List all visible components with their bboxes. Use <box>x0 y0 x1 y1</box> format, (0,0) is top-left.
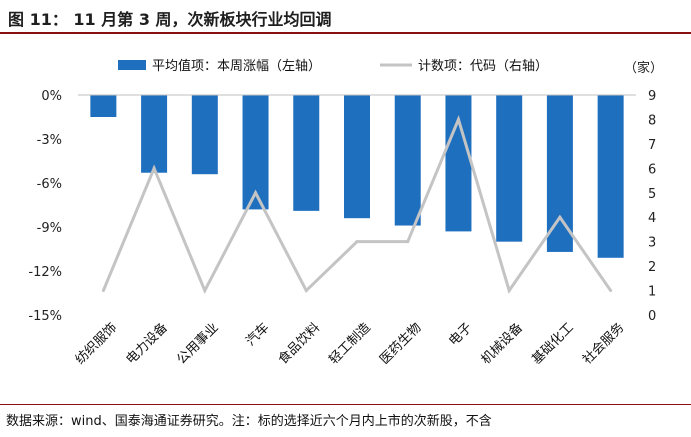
category-label: 纺织服饰 <box>73 320 120 367</box>
bar <box>191 95 218 175</box>
footnote: 数据来源：wind、国泰海通证券研究。注：标的选择近六个月内上市的次新股，不含 <box>6 414 492 429</box>
figure-title: 图 11： 11 月第 3 周，次新板块行业均回调 <box>8 10 332 29</box>
bar <box>496 95 523 242</box>
right-tick-label: 2 <box>648 260 656 275</box>
line-point <box>152 166 156 170</box>
bar <box>344 95 370 219</box>
right-tick-label: 7 <box>648 138 656 153</box>
line-point <box>355 240 359 244</box>
category-label: 食品饮料 <box>275 320 323 368</box>
line-point <box>101 289 105 293</box>
bar <box>90 95 117 117</box>
left-axis: 0% -3% -6% -9% -12% -15% <box>28 89 62 324</box>
bar <box>394 95 421 226</box>
category-label: 电子 <box>446 320 475 349</box>
category-label: 轻工制造 <box>326 320 373 367</box>
right-tick-label: 1 <box>648 285 656 300</box>
category-label: 基础化工 <box>529 320 576 367</box>
bar <box>445 95 472 232</box>
left-tick-label: -9% <box>37 221 62 236</box>
line-series <box>101 114 613 295</box>
left-tick-label: -15% <box>28 309 62 324</box>
legend-bar-label: 平均值项：本周涨幅（左轴） <box>152 58 321 74</box>
right-tick-label: 4 <box>648 211 656 226</box>
legend-bar-swatch <box>118 60 146 70</box>
right-tick-label: 5 <box>648 187 656 202</box>
category-label: 电力设备 <box>123 320 171 368</box>
left-tick-label: -12% <box>28 265 62 280</box>
line-point <box>456 117 460 121</box>
line-point <box>507 289 511 293</box>
legend: 平均值项：本周涨幅（左轴） 计数项：代码（右轴） <box>118 58 548 74</box>
category-label: 医药生物 <box>377 320 424 367</box>
category-label: 社会服务 <box>579 320 627 368</box>
bar-series <box>90 95 624 258</box>
line-point <box>203 289 207 293</box>
category-label: 汽车 <box>243 320 273 350</box>
right-axis-unit: （家） <box>624 60 663 76</box>
right-tick-label: 0 <box>648 309 656 324</box>
line-point <box>254 191 258 195</box>
line-point <box>304 289 308 293</box>
line-point <box>406 240 410 244</box>
bar <box>141 95 168 173</box>
bar <box>597 95 624 258</box>
left-tick-label: -6% <box>37 177 62 192</box>
right-axis: 0 1 2 3 4 5 6 7 8 9 <box>648 89 656 324</box>
title-rule <box>0 32 691 34</box>
category-label: 公用事业 <box>174 320 221 367</box>
category-labels: 纺织服饰 电力设备 公用事业 汽车 食品饮料 轻工制造 医药生物 电子 机械设备 基础化工 社会服务 <box>73 320 628 368</box>
category-label: 机械设备 <box>478 320 526 368</box>
footnote-rule <box>0 404 691 405</box>
bar <box>293 95 320 211</box>
right-tick-label: 3 <box>648 236 656 251</box>
line-point <box>558 215 562 219</box>
left-tick-label: 0% <box>41 89 62 104</box>
right-tick-label: 6 <box>648 162 656 177</box>
right-tick-label: 9 <box>648 89 656 104</box>
left-tick-label: -3% <box>37 133 62 148</box>
bar <box>546 95 573 252</box>
right-tick-label: 8 <box>648 113 656 128</box>
legend-line-label: 计数项：代码（右轴） <box>418 59 548 74</box>
line-point <box>609 289 613 293</box>
